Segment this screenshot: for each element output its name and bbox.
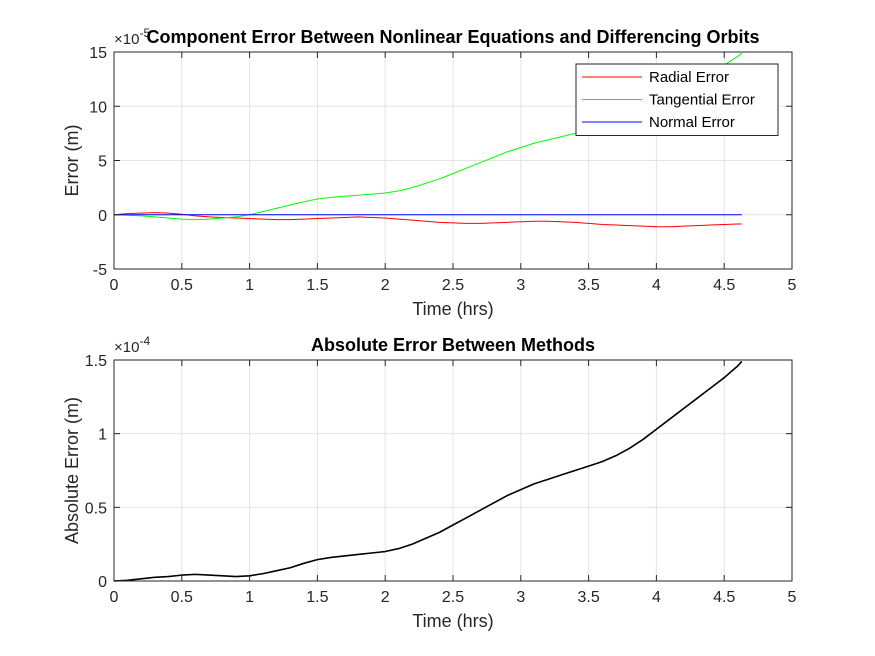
x-tick-label: 5 — [788, 589, 797, 606]
exponent-power: -4 — [139, 334, 150, 348]
chart-title: Component Error Between Nonlinear Equati… — [146, 27, 759, 47]
x-axis-label: Time (hrs) — [412, 299, 493, 319]
y-tick-label: 15 — [89, 45, 107, 62]
y-tick-label: 0.5 — [85, 500, 107, 517]
absolute-error-line — [113, 360, 743, 582]
y-tick-label: 5 — [98, 154, 107, 171]
x-tick-label: 1 — [245, 277, 254, 294]
x-tick-label: 3 — [516, 589, 525, 606]
y-tick-label: 0 — [98, 574, 107, 591]
x-tick-label: 2 — [381, 589, 390, 606]
exponent-label: ×10-4 — [114, 334, 150, 356]
x-tick-label: 0.5 — [171, 277, 193, 294]
legend-label: Radial Error — [649, 69, 729, 86]
exponent-base: ×10 — [114, 339, 139, 356]
x-tick-label: 0.5 — [171, 589, 193, 606]
x-tick-label: 4 — [652, 277, 661, 294]
x-tick-label: 2.5 — [442, 277, 464, 294]
chart-title: Absolute Error Between Methods — [311, 335, 595, 355]
x-tick-label: 3.5 — [577, 277, 599, 294]
exponent-label: ×10-5 — [114, 26, 150, 48]
y-axis-label: Error (m) — [62, 125, 82, 197]
y-axis-label: Absolute Error (m) — [62, 397, 82, 544]
x-tick-label: 0 — [110, 277, 119, 294]
x-tick-label: 1 — [245, 589, 254, 606]
x-axis-label: Time (hrs) — [412, 611, 493, 631]
y-tick-label: 1.5 — [85, 353, 107, 370]
y-tick-label: -5 — [93, 262, 107, 279]
x-tick-label: 1.5 — [306, 277, 328, 294]
x-tick-label: 4 — [652, 589, 661, 606]
x-tick-label: 4.5 — [713, 277, 735, 294]
x-tick-label: 2.5 — [442, 589, 464, 606]
component-error-panel: 0 0.5 1 1.5 2 2.5 3 3.5 4 4.5 5-5051015×10-5Compon… — [62, 26, 797, 319]
radial-error-line — [113, 212, 742, 228]
y-tick-label: 10 — [89, 99, 107, 116]
x-tick-label: 3.5 — [577, 589, 599, 606]
absolute-error-panel: 0 0.5 1 1.5 2 2.5 3 3.5 4 4.5 5 0 0.5 1 1.5 ×10-4 Absolu… — [62, 334, 797, 631]
x-tick-label: 4.5 — [713, 589, 735, 606]
x-tick-label: 0 — [110, 589, 119, 606]
y-tick-label: 0 — [98, 208, 107, 225]
x-tick-label: 2 — [381, 277, 390, 294]
exponent-base: ×10 — [114, 31, 139, 48]
legend: Radial Error Tangential Error Normal Error — [575, 63, 779, 136]
legend-label: Normal Error — [649, 114, 735, 131]
y-tick-label: 1 — [98, 427, 107, 444]
series-group — [113, 360, 743, 582]
exponent-power: -5 — [139, 26, 150, 40]
x-tick-label: 3 — [516, 277, 525, 294]
legend-label: Tangential Error — [649, 92, 755, 109]
x-tick-label: 1.5 — [306, 589, 328, 606]
x-tick-label: 5 — [788, 277, 797, 294]
